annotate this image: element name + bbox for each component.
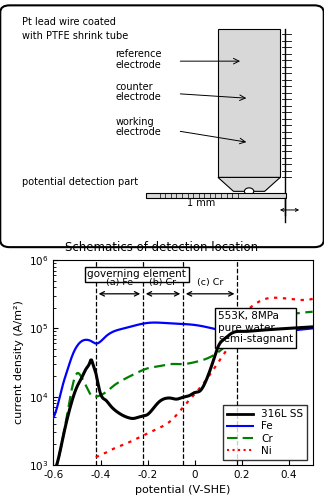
Text: 553K, 8MPa
pure water
semi-stagnant: 553K, 8MPa pure water semi-stagnant [218, 311, 293, 344]
Bar [146, 192, 286, 198]
Text: (c) Cr: (c) Cr [197, 278, 223, 287]
Text: with PTFE shrink tube: with PTFE shrink tube [22, 31, 128, 41]
FancyBboxPatch shape [0, 6, 324, 247]
Text: working: working [115, 116, 154, 126]
Text: reference: reference [115, 49, 162, 59]
Text: governing element: governing element [87, 269, 186, 279]
Text: electrode: electrode [115, 60, 161, 70]
Text: Pt lead wire coated: Pt lead wire coated [22, 17, 116, 27]
Bar [218, 28, 280, 178]
Y-axis label: current density (A/m²): current density (A/m²) [14, 300, 24, 424]
Circle shape [244, 188, 254, 195]
Polygon shape [218, 178, 280, 192]
Text: 1 mm: 1 mm [187, 198, 215, 208]
Legend: 316L SS, Fe, Cr, Ni: 316L SS, Fe, Cr, Ni [223, 405, 307, 460]
Text: electrode: electrode [115, 92, 161, 102]
Text: Schematics of detection location: Schematics of detection location [65, 241, 259, 254]
Text: electrode: electrode [115, 127, 161, 137]
Text: (a) Fe: (a) Fe [106, 278, 133, 287]
X-axis label: potential (V-SHE): potential (V-SHE) [135, 486, 231, 496]
Text: counter: counter [115, 82, 153, 92]
Text: potential detection part: potential detection part [22, 177, 138, 187]
Text: (b) Cr: (b) Cr [149, 278, 177, 287]
